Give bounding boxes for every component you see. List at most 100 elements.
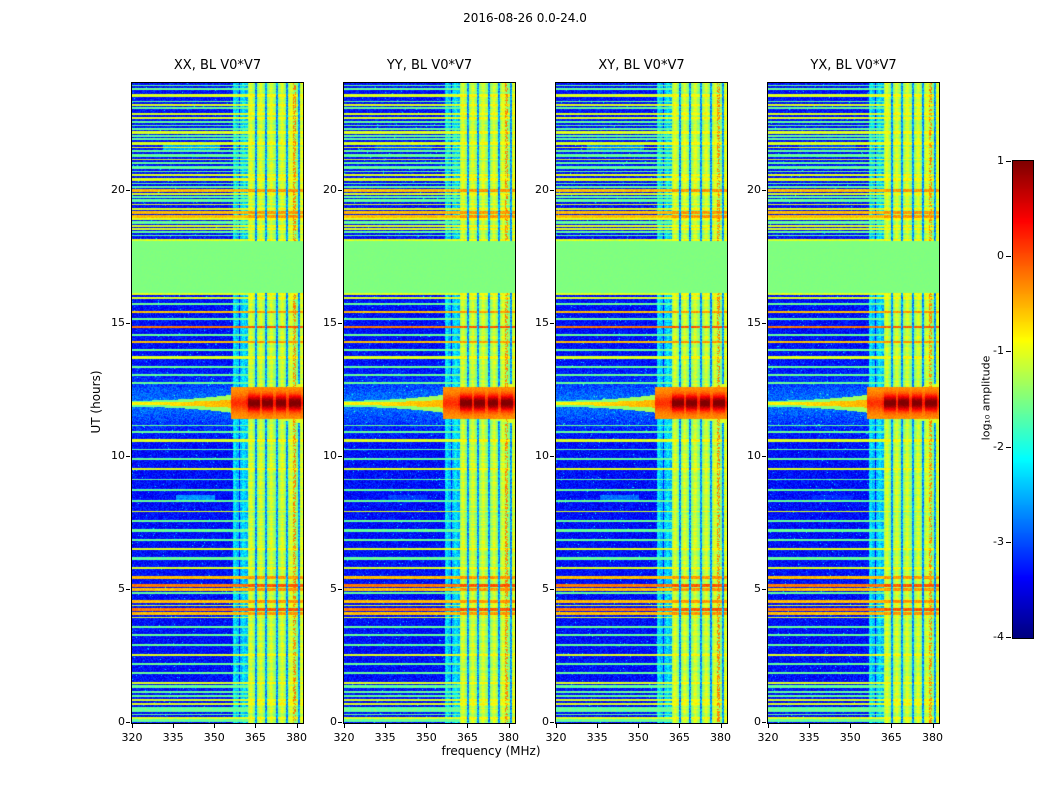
spectrogram-xy: [555, 82, 728, 724]
x-tick-label: 320: [545, 731, 567, 744]
y-tick-label: 20: [535, 182, 549, 196]
x-tick-label: 365: [456, 731, 478, 744]
spectrogram-yy: [343, 82, 516, 724]
x-tick: [556, 724, 557, 728]
x-tick-label: 350: [839, 731, 861, 744]
colorbar-tick-label: -4: [993, 630, 1004, 643]
colorbar-tick: [1006, 541, 1011, 543]
x-tick: [426, 724, 428, 728]
y-tick: [126, 455, 130, 457]
x-tick: [720, 724, 722, 728]
y-tick: [762, 189, 766, 191]
y-axis-label: UT (hours): [89, 370, 103, 434]
x-tick: [809, 724, 811, 728]
x-tick: [132, 724, 133, 728]
x-tick: [768, 724, 769, 728]
x-tick: [467, 724, 469, 728]
y-tick-label: 15: [747, 315, 761, 329]
y-tick-label: 15: [323, 315, 337, 329]
colorbar-tick-label: -1: [993, 344, 1004, 358]
x-tick-label: 350: [415, 731, 437, 744]
panel-xy: XY, BL V0*V7 320 335 350 365 380 0 5 10 15 20: [535, 58, 731, 744]
x-tick: [597, 724, 599, 728]
x-tick-label: 320: [121, 731, 143, 744]
x-tick-label: 380: [286, 731, 308, 744]
y-tick-label: 0: [330, 715, 337, 728]
y-tick: [338, 588, 342, 590]
x-tick: [508, 724, 510, 728]
x-tick-label: 380: [710, 731, 732, 744]
y-tick: [762, 322, 766, 324]
panel-title-xx: XX, BL V0*V7: [173, 58, 262, 73]
y-tick: [550, 588, 554, 590]
y-tick-label: 0: [118, 715, 125, 728]
x-tick: [891, 724, 893, 728]
y-tick: [126, 322, 130, 324]
x-tick-label: 320: [757, 731, 779, 744]
y-tick-label: 0: [754, 715, 761, 728]
y-tick-label: 20: [323, 182, 337, 196]
y-tick-label: 5: [118, 581, 125, 595]
x-tick-label: 380: [498, 731, 520, 744]
x-tick-label: 380: [922, 731, 944, 744]
y-tick: [550, 189, 554, 191]
x-tick: [296, 724, 298, 728]
x-tick: [679, 724, 681, 728]
y-tick-label: 5: [330, 581, 337, 595]
y-tick-label: 5: [754, 581, 761, 595]
figure-title: 2016-08-26 0.0-24.0: [463, 11, 587, 25]
x-tick: [255, 724, 257, 728]
x-tick: [385, 724, 387, 728]
colorbar-tick-label: 0: [997, 249, 1004, 263]
x-tick: [932, 724, 934, 728]
colorbar-label: log₁₀ amplitude: [979, 355, 993, 441]
colorbar-tick-label: 1: [997, 154, 1004, 167]
y-tick: [126, 189, 130, 191]
x-tick: [173, 724, 175, 728]
y-tick-label: 10: [111, 448, 125, 462]
y-tick-label: 15: [111, 315, 125, 329]
x-tick-label: 335: [162, 731, 184, 744]
y-tick-label: 0: [542, 715, 549, 728]
x-tick-label: 365: [880, 731, 902, 744]
colorbar-tick: [1006, 161, 1011, 162]
x-tick: [850, 724, 852, 728]
colorbar-gradient: [1012, 160, 1034, 639]
y-tick-label: 20: [111, 182, 125, 196]
y-tick: [762, 455, 766, 457]
colorbar-tick: [1006, 637, 1011, 638]
panel-yy: YY, BL V0*V7 320 335 350 365 380 0 5 10 15 20: [323, 58, 519, 744]
y-tick: [126, 722, 130, 723]
panel-title-yx: YX, BL V0*V7: [810, 58, 897, 73]
x-tick: [214, 724, 216, 728]
y-tick-label: 10: [323, 448, 337, 462]
y-tick-label: 10: [747, 448, 761, 462]
x-tick-label: 335: [798, 731, 820, 744]
x-tick-label: 350: [627, 731, 649, 744]
colorbar-tick: [1006, 351, 1011, 353]
x-tick-label: 335: [586, 731, 608, 744]
colorbar-tick-label: -3: [993, 534, 1004, 548]
y-tick: [338, 722, 342, 723]
y-tick: [338, 322, 342, 324]
panel-title-xy: XY, BL V0*V7: [598, 58, 685, 73]
x-tick: [638, 724, 640, 728]
x-tick-label: 350: [203, 731, 225, 744]
colorbar-tick: [1006, 446, 1011, 448]
x-tick: [344, 724, 345, 728]
y-tick: [550, 722, 554, 723]
y-tick-label: 15: [535, 315, 549, 329]
colorbar: 1 0 -1 -2 -3 -4: [993, 154, 1034, 643]
y-tick: [762, 722, 766, 723]
spectrogram-xx: [131, 82, 304, 724]
y-tick: [550, 322, 554, 324]
panel-yx: YX, BL V0*V7 320 335 350 365 380 0 5 10 15 20: [747, 58, 943, 744]
panel-xx: XX, BL V0*V7 320 335 350 365 380 0 5 10 15 20: [111, 58, 307, 744]
colorbar-tick-label: -2: [993, 439, 1004, 453]
x-tick-label: 320: [333, 731, 355, 744]
colorbar-tick: [1006, 256, 1011, 258]
x-axis-label: frequency (MHz): [441, 744, 541, 758]
spectrogram-yx: [767, 82, 940, 724]
y-tick-label: 5: [542, 581, 549, 595]
y-tick: [338, 189, 342, 191]
